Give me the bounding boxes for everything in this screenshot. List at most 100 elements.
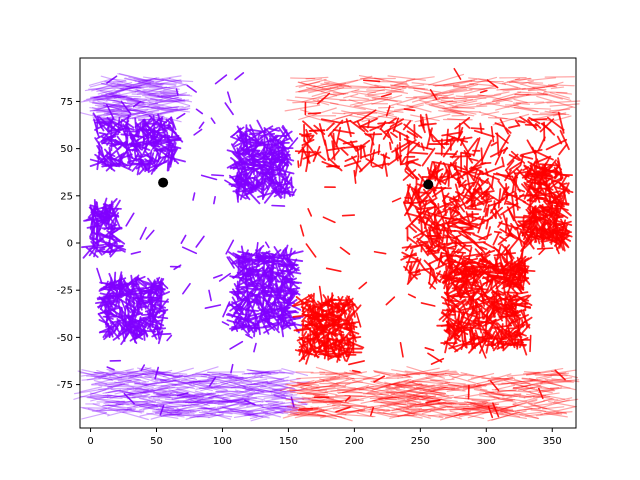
streak-mark: [344, 310, 356, 322]
streak-mark: [414, 397, 455, 405]
streak-mark: [129, 372, 149, 375]
streak-mark: [403, 183, 411, 205]
streak-mark: [251, 154, 267, 161]
streak-mark: [95, 89, 121, 94]
streak-mark: [169, 413, 210, 419]
streak-mark: [301, 305, 313, 316]
streak-mark: [372, 370, 411, 378]
streak-mark: [494, 91, 510, 96]
streak-mark: [118, 399, 154, 406]
streak-mark: [138, 317, 147, 330]
streak-mark: [493, 397, 517, 403]
streak-mark: [114, 390, 129, 395]
streak-mark: [425, 369, 450, 376]
streak-mark: [89, 392, 105, 397]
streak-mark: [141, 373, 167, 382]
streak-mark: [208, 413, 224, 419]
streak-mark: [230, 380, 269, 389]
streak-mark: [251, 176, 263, 185]
streak-mark: [371, 94, 403, 105]
streak-mark: [96, 133, 106, 140]
streak-mark: [188, 390, 228, 399]
streak-mark: [404, 414, 423, 419]
streak-mark: [527, 185, 542, 193]
streak-mark: [528, 390, 556, 392]
streak-mark: [453, 277, 461, 292]
streak-mark: [410, 188, 422, 207]
streak-mark: [120, 100, 132, 115]
streak-mark: [281, 189, 290, 195]
streak-mark: [503, 276, 527, 284]
streak-mark: [126, 388, 151, 396]
streak-mark: [134, 384, 156, 391]
streak-mark: [107, 277, 127, 286]
streak-mark: [133, 134, 145, 139]
streak-mark: [395, 389, 426, 399]
streak-mark: [160, 384, 178, 387]
streak-mark: [419, 395, 437, 401]
streak-mark: [464, 400, 499, 412]
streak-mark: [270, 393, 311, 400]
streak-mark: [339, 246, 351, 255]
streak-mark: [224, 394, 264, 403]
streak-mark: [318, 386, 346, 391]
streak-mark: [446, 384, 488, 392]
streak-mark: [490, 407, 515, 412]
streak-mark: [446, 308, 451, 317]
streak-mark: [279, 181, 292, 187]
streak-mark: [274, 407, 298, 413]
streak-mark: [112, 142, 121, 148]
streak-mark: [118, 279, 131, 299]
streak-mark: [263, 128, 266, 152]
streak-mark: [338, 343, 354, 359]
streak-mark: [263, 127, 276, 139]
y-tick-label: 75: [60, 97, 73, 108]
streak-mark: [513, 386, 540, 396]
streak-mark: [225, 374, 253, 384]
streak-mark: [261, 382, 295, 390]
streak-mark: [106, 117, 114, 131]
streak-mark: [282, 407, 319, 419]
streak-mark: [332, 132, 336, 151]
streak-mark: [517, 120, 526, 124]
streak-mark: [172, 378, 196, 387]
streak-mark: [459, 307, 469, 312]
streak-mark: [543, 369, 577, 376]
streak-mark: [171, 390, 191, 396]
streak-mark: [151, 370, 166, 376]
streak-mark: [242, 386, 272, 393]
streak-mark: [200, 380, 238, 383]
streak-mark: [274, 407, 310, 412]
streak-mark: [203, 407, 220, 411]
streak-mark: [278, 126, 289, 141]
streak-mark: [340, 385, 379, 393]
streak-mark: [407, 409, 428, 415]
streak-mark: [126, 99, 148, 107]
streak-mark: [465, 235, 484, 252]
streak-mark: [278, 286, 283, 300]
streak-mark: [539, 118, 555, 133]
streak-mark: [233, 160, 244, 181]
streak-mark: [109, 383, 126, 389]
streak-mark: [405, 212, 429, 220]
streak-mark: [454, 322, 470, 336]
streak-mark: [448, 341, 472, 350]
streak-mark: [521, 183, 534, 198]
streak-mark: [93, 94, 108, 98]
streak-mark: [352, 321, 356, 331]
streak-mark: [409, 151, 429, 155]
streak-mark: [508, 153, 521, 162]
streak-mark: [409, 403, 429, 406]
streak-mark: [234, 301, 250, 321]
streak-mark: [140, 364, 146, 372]
streak-mark: [279, 172, 291, 193]
streak-mark: [496, 391, 526, 399]
streak-mark: [343, 371, 379, 381]
streak-mark: [103, 404, 118, 407]
streak-mark: [247, 369, 272, 375]
streak-mark: [222, 391, 260, 399]
streak-mark: [286, 99, 320, 105]
streak-mark: [351, 155, 363, 172]
streak-mark: [465, 216, 482, 226]
streak-mark: [386, 395, 409, 399]
